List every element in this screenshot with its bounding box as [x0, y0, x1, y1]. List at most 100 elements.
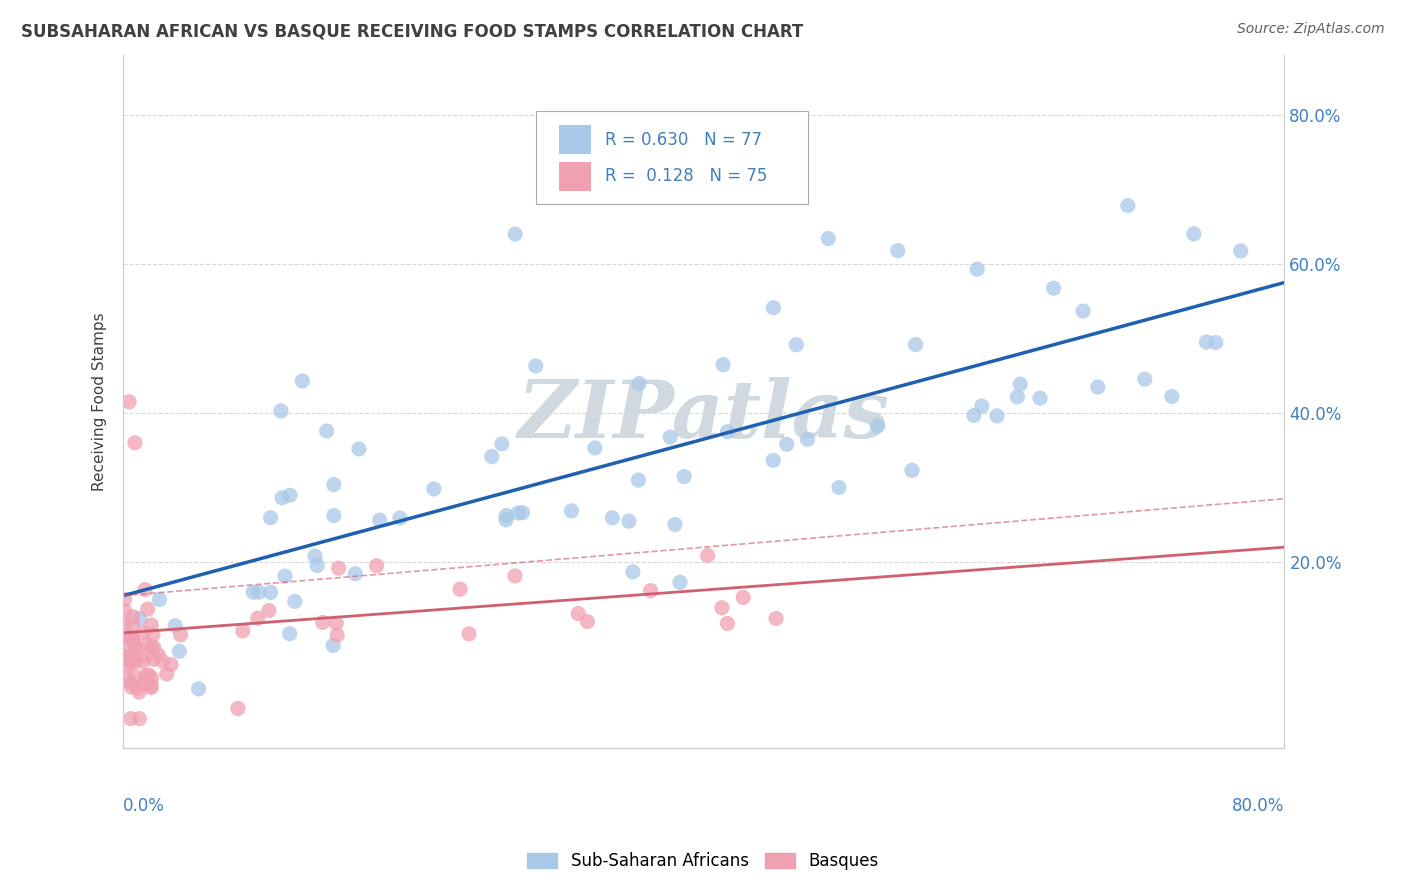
Point — [124, 670, 146, 684]
Point — [169, 644, 191, 658]
Point — [135, 668, 157, 682]
Point — [512, 506, 534, 520]
Point — [733, 591, 755, 605]
Point — [124, 656, 146, 670]
Point — [673, 469, 696, 483]
Point — [124, 435, 146, 450]
Point — [560, 504, 582, 518]
Point — [142, 640, 165, 655]
Point — [148, 592, 170, 607]
Point — [141, 671, 163, 685]
Point — [322, 477, 344, 491]
Point — [114, 618, 136, 632]
Legend: Sub-Saharan Africans, Basques: Sub-Saharan Africans, Basques — [520, 846, 886, 877]
Point — [1160, 389, 1182, 403]
Point — [114, 648, 136, 663]
Point — [322, 508, 344, 523]
Point — [257, 603, 280, 617]
Point — [627, 473, 650, 487]
Point — [669, 575, 692, 590]
Point — [966, 262, 988, 277]
Point — [710, 600, 733, 615]
Point — [1087, 380, 1109, 394]
Point — [567, 607, 589, 621]
Point — [120, 675, 142, 690]
FancyBboxPatch shape — [558, 125, 592, 154]
Point — [347, 442, 370, 456]
Point — [121, 609, 143, 624]
Point — [1116, 198, 1139, 212]
Point — [148, 648, 170, 662]
FancyBboxPatch shape — [536, 111, 808, 204]
Point — [366, 558, 388, 573]
Point — [503, 227, 526, 241]
Point — [156, 667, 179, 681]
Point — [696, 549, 718, 563]
Point — [322, 639, 344, 653]
Text: ZIPatlas: ZIPatlas — [517, 377, 890, 454]
Point — [118, 632, 141, 646]
Point — [122, 647, 145, 661]
Point — [132, 654, 155, 668]
Point — [115, 652, 138, 666]
Point — [246, 611, 269, 625]
Point — [344, 566, 367, 581]
Point — [139, 679, 162, 693]
Point — [711, 358, 734, 372]
Point — [169, 628, 191, 642]
Point — [122, 632, 145, 646]
Point — [866, 418, 889, 433]
Point — [134, 582, 156, 597]
Point — [495, 508, 517, 523]
Point — [247, 585, 270, 599]
Point — [963, 409, 986, 423]
Point — [613, 156, 636, 170]
Point — [307, 558, 329, 573]
Text: 80.0%: 80.0% — [1232, 797, 1285, 815]
Text: 0.0%: 0.0% — [124, 797, 165, 815]
Point — [128, 712, 150, 726]
Point — [986, 409, 1008, 423]
Point — [138, 668, 160, 682]
Point — [142, 628, 165, 642]
Point — [887, 244, 910, 258]
Point — [165, 619, 187, 633]
Point — [508, 506, 530, 520]
FancyBboxPatch shape — [558, 162, 592, 191]
Point — [278, 626, 301, 640]
Text: R =  0.128   N = 75: R = 0.128 N = 75 — [605, 168, 768, 186]
Point — [187, 681, 209, 696]
Point — [120, 652, 142, 666]
Point — [664, 517, 686, 532]
Point — [232, 624, 254, 638]
Point — [1182, 227, 1205, 241]
Point — [271, 491, 294, 505]
Point — [716, 425, 738, 439]
Point — [576, 615, 599, 629]
Point — [114, 648, 136, 663]
Point — [716, 616, 738, 631]
Point — [259, 585, 281, 599]
Point — [1007, 390, 1029, 404]
Point — [524, 359, 547, 373]
Point — [1133, 372, 1156, 386]
Point — [368, 513, 391, 527]
Point — [495, 513, 517, 527]
Point — [904, 337, 927, 351]
Point — [762, 301, 785, 315]
Text: SUBSAHARAN AFRICAN VS BASQUE RECEIVING FOOD STAMPS CORRELATION CHART: SUBSAHARAN AFRICAN VS BASQUE RECEIVING F… — [21, 22, 803, 40]
Point — [142, 652, 165, 666]
Point — [150, 654, 173, 668]
Point — [491, 437, 513, 451]
Point — [114, 592, 136, 607]
Y-axis label: Receiving Food Stamps: Receiving Food Stamps — [93, 312, 107, 491]
Point — [449, 582, 471, 597]
Point — [134, 677, 156, 691]
Point — [278, 488, 301, 502]
Point — [328, 561, 350, 575]
Point — [312, 615, 335, 630]
Point — [828, 481, 851, 495]
Point — [458, 627, 481, 641]
Point — [776, 437, 799, 451]
Point — [1205, 335, 1227, 350]
